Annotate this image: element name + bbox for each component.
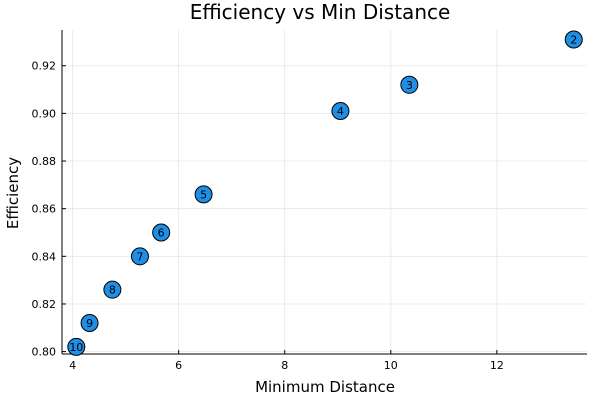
data-point: 2 <box>564 30 583 49</box>
point-marker <box>103 280 122 299</box>
y-tick-label: 0.86 <box>32 203 57 216</box>
y-tick-label: 0.82 <box>32 298 57 311</box>
data-point: 8 <box>103 280 122 299</box>
y-tick-label: 0.80 <box>32 346 57 359</box>
x-tick-label: 10 <box>384 359 398 372</box>
data-point: 9 <box>80 314 99 333</box>
point-label: 8 <box>109 284 116 297</box>
y-tick-label: 0.90 <box>32 107 57 120</box>
point-label: 9 <box>86 317 93 330</box>
point-marker <box>564 30 583 49</box>
point-label: 5 <box>200 188 207 201</box>
data-points: 2 3 4 5 6 7 8 910 <box>67 30 583 356</box>
x-tick-label: 6 <box>175 359 182 372</box>
point-label: 2 <box>570 34 577 47</box>
point-marker <box>130 247 149 266</box>
x-tick-label: 12 <box>490 359 504 372</box>
point-label: 10 <box>69 341 83 354</box>
y-axis-label: Efficiency <box>4 157 22 229</box>
point-marker <box>152 223 171 242</box>
point-marker <box>80 314 99 333</box>
data-point: 7 <box>130 247 149 266</box>
point-marker <box>194 185 213 204</box>
axes <box>61 30 587 355</box>
data-point: 4 <box>331 102 350 120</box>
grid-lines <box>62 30 587 354</box>
data-point: 6 <box>152 223 171 242</box>
data-point: 5 <box>194 185 213 204</box>
data-point: 3 <box>400 75 419 94</box>
x-tick-label: 4 <box>69 359 76 372</box>
point-marker <box>331 102 350 120</box>
chart-title: Efficiency vs Min Distance <box>190 0 451 24</box>
data-point: 10 <box>67 337 86 356</box>
y-tick-label: 0.92 <box>32 60 57 73</box>
x-tick-label: 8 <box>281 359 288 372</box>
point-marker <box>67 337 86 356</box>
y-tick-label: 0.88 <box>32 155 57 168</box>
point-label: 3 <box>406 79 413 92</box>
tick-labels: 4 6 8 10 12 0.80 0.82 0.84 0.86 0.88 0.90 0.92 <box>32 60 504 372</box>
point-label: 6 <box>158 227 165 240</box>
point-label: 4 <box>337 105 344 118</box>
point-label: 7 <box>136 250 143 263</box>
x-axis-label: Minimum Distance <box>255 378 395 396</box>
y-tick-label: 0.84 <box>32 250 57 263</box>
point-marker <box>400 75 419 94</box>
